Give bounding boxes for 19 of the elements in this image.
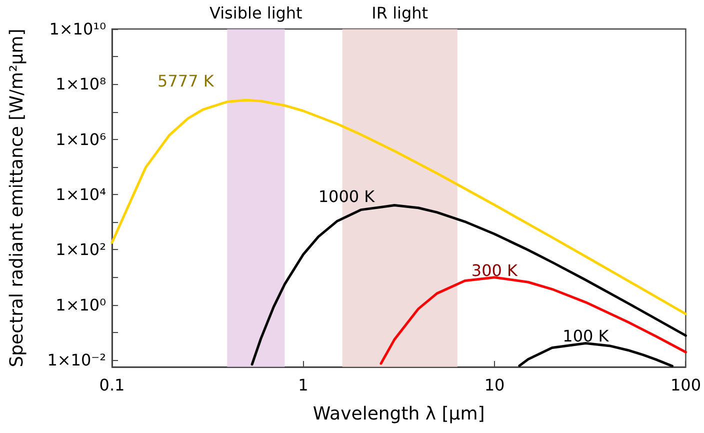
y-tick-label: 1×10⁻² [47, 350, 106, 370]
x-axis-title: Wavelength λ [μm] [312, 404, 485, 424]
x-tick-label: 1 [298, 376, 308, 394]
y-tick-label: 1×10² [56, 240, 106, 260]
y-tick-label: 1×10¹⁰ [49, 20, 106, 38]
y-tick-label: 1×10⁸ [56, 74, 106, 94]
band-label: IR light [372, 4, 428, 22]
y-tick-label: 1×10⁴ [56, 185, 106, 204]
series-label: 300 K [471, 260, 518, 280]
y-axis-title: Spectral radiant emittance [W/m²μm] [6, 28, 28, 368]
y-tick-label: 1×10⁶ [56, 130, 106, 149]
band-label: Visible light [210, 4, 302, 22]
series-label: 5777 K [158, 72, 214, 91]
y-tick-label: 1×10⁰ [56, 295, 106, 314]
series-label: 100 K [562, 326, 610, 346]
x-tick-label: 0.1 [99, 376, 125, 394]
x-tick-label: 10 [484, 376, 505, 394]
x-tick-label: 100 [670, 376, 702, 394]
series-label: 1000 K [318, 186, 376, 206]
